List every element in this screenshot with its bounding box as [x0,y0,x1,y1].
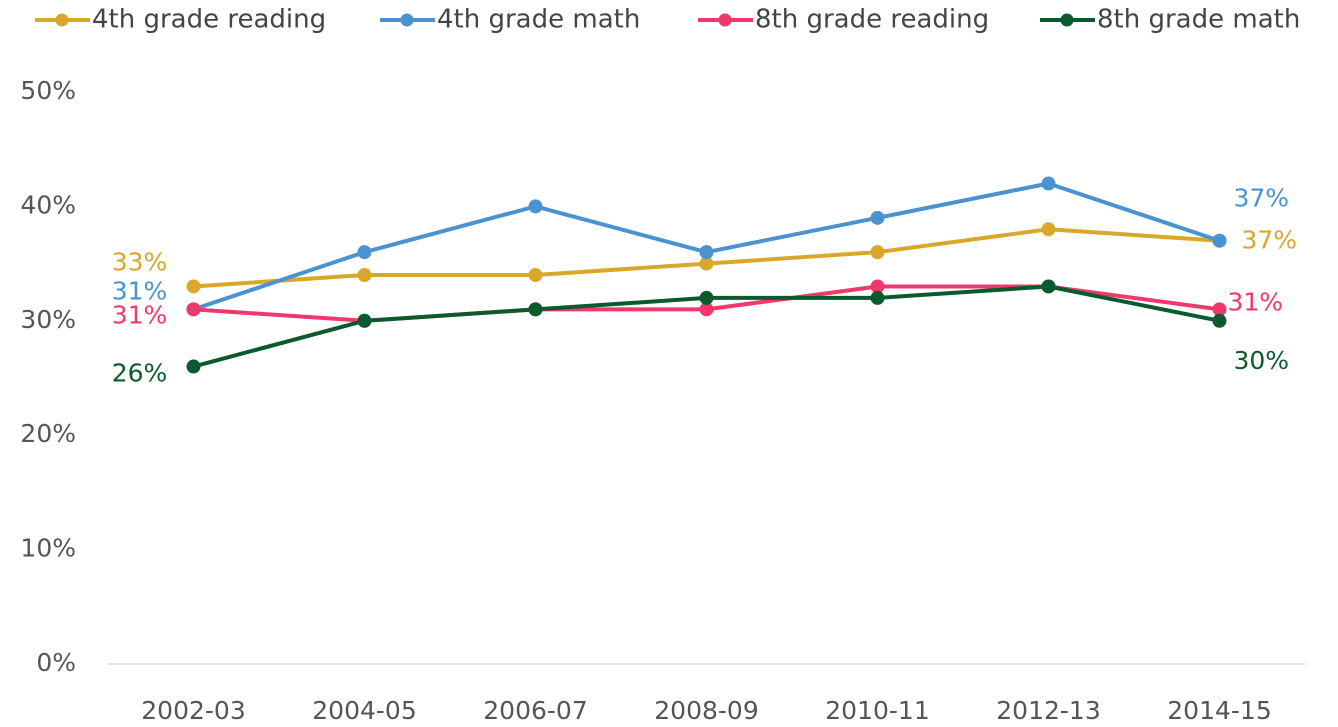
data-point [699,302,714,317]
data-point [1212,313,1227,328]
y-tick-label: 10% [20,534,76,563]
y-tick-label: 40% [20,190,76,219]
data-label: 37% [1234,184,1290,213]
data-point [186,359,201,374]
legend-marker [1060,13,1074,27]
data-point [528,199,543,214]
data-point [528,302,543,317]
data-point [1212,233,1227,248]
data-label: 33% [112,247,168,276]
data-point [870,279,885,294]
data-label: 31% [112,276,168,305]
data-point [870,245,885,260]
x-tick-label: 2006-07 [483,696,587,725]
x-tick-label: 2012-13 [996,696,1100,725]
legend-label: 4th grade math [437,5,640,35]
x-tick-label: 2014-15 [1167,696,1271,725]
data-point [357,245,372,260]
y-tick-label: 30% [20,305,76,334]
data-point [1041,279,1056,294]
data-label: 31% [112,300,168,329]
data-point [699,256,714,271]
legend-label: 8th grade math [1097,5,1300,35]
legend-marker [718,13,732,27]
data-point [1041,222,1056,237]
x-tick-label: 2008-09 [654,696,758,725]
x-tick-label: 2010-11 [825,696,929,725]
legend-marker [400,13,414,27]
y-tick-label: 0% [36,648,76,677]
data-point [870,210,885,225]
x-tick-label: 2002-03 [141,696,245,725]
data-point [1212,302,1227,317]
data-label: 30% [1234,346,1290,375]
data-point [528,268,543,283]
data-point [186,302,201,317]
data-label: 31% [1228,287,1284,316]
legend-marker [55,13,69,27]
legend-label: 4th grade reading [92,5,326,35]
data-point [357,268,372,283]
data-point [1041,176,1056,191]
data-label: 26% [112,359,168,388]
data-label: 37% [1242,226,1298,255]
data-point [357,313,372,328]
y-tick-label: 20% [20,419,76,448]
x-tick-label: 2004-05 [312,696,416,725]
data-point [699,245,714,260]
y-tick-label: 50% [20,76,76,105]
data-point [186,279,201,294]
legend-label: 8th grade reading [755,5,989,35]
data-point [699,290,714,305]
data-point [870,290,885,305]
